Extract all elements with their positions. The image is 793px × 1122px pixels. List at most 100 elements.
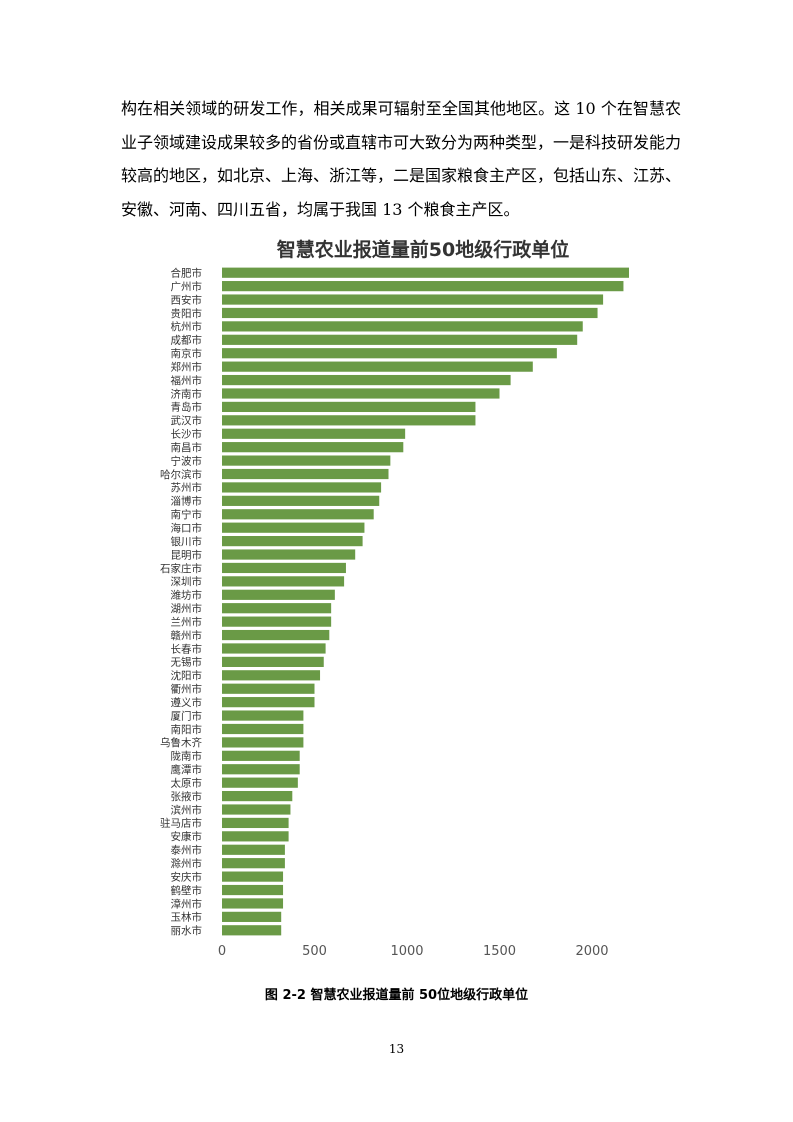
category-label: 苏州市 (171, 481, 203, 494)
bar (222, 656, 324, 667)
bar (222, 723, 304, 735)
bar (222, 442, 404, 453)
category-label: 陇南市 (171, 750, 203, 763)
bar (222, 267, 629, 278)
category-label: 长春市 (171, 642, 203, 655)
paragraph-line: 构在相关领域的研发工作，相关成果可辐射至全国其他地区。这 10 个在智慧农 (121, 99, 681, 118)
category-label: 南阳市 (171, 723, 203, 736)
category-label: 长沙市 (171, 428, 203, 441)
bar (222, 898, 284, 909)
x-tick-label: 500 (302, 944, 327, 958)
category-label: 深圳市 (171, 575, 203, 588)
figure-caption: 图 2-2 智慧农业报道量前 50位地级行政单位 (264, 988, 529, 1003)
paragraph-line: 安徽、河南、四川五省，均属于我国 13 个粮食主产区。 (121, 199, 520, 219)
bar (222, 388, 500, 399)
category-label: 赣州市 (171, 629, 203, 642)
category-label: 南昌市 (171, 441, 203, 454)
bar (222, 576, 345, 587)
category-label: 南宁市 (171, 508, 203, 521)
page-number: 13 (388, 1042, 405, 1056)
x-tick-label: 0 (218, 944, 226, 958)
category-label: 驻马店市 (160, 817, 202, 830)
bar (222, 401, 476, 413)
category-label: 鹤壁市 (171, 884, 203, 897)
category-label: 杭州市 (171, 320, 203, 333)
category-label: 张掖市 (171, 790, 203, 803)
bar (222, 509, 374, 520)
category-label: 海口市 (171, 521, 203, 534)
bar (222, 428, 406, 439)
category-label: 安康市 (171, 830, 203, 843)
bar (222, 629, 330, 641)
bar (222, 374, 511, 386)
x-axis-ticks: 0 500 1000 1500 2000 (218, 944, 609, 958)
category-label: 泰州市 (171, 844, 203, 857)
bar (222, 468, 389, 480)
category-label: 衢州市 (171, 683, 203, 696)
x-tick-label: 1000 (390, 944, 423, 958)
bar (222, 281, 624, 292)
category-label: 玉林市 (171, 911, 203, 924)
category-label: 昆明市 (171, 548, 203, 561)
category-label: 青岛市 (171, 401, 203, 414)
category-label: 哈尔滨市 (160, 468, 202, 481)
bar (222, 616, 332, 627)
category-label: 南京市 (171, 347, 203, 360)
category-label: 成都市 (171, 334, 203, 347)
bar (222, 348, 557, 359)
category-label: 沈阳市 (171, 669, 203, 682)
bar (222, 415, 476, 426)
category-label: 兰州市 (171, 615, 203, 628)
bar (222, 750, 300, 761)
paragraph-line: 业子领域建设成果较多的省份或直辖市可大致分为两种类型，一是科技研发能力 (121, 132, 682, 152)
bar (222, 482, 382, 493)
bar (222, 643, 326, 654)
bar (222, 562, 346, 574)
bar (222, 549, 356, 560)
bar (222, 871, 284, 882)
chart-title: 智慧农业报道量前50地级行政单位 (277, 238, 569, 261)
category-label: 银川市 (171, 535, 203, 548)
category-label: 丽水市 (171, 924, 203, 937)
bar (222, 670, 321, 681)
bar (222, 683, 315, 694)
x-tick-label: 2000 (575, 944, 608, 958)
category-label: 郑州市 (171, 360, 203, 373)
bar (222, 321, 583, 332)
bar (222, 858, 285, 869)
bar (222, 603, 332, 614)
category-label: 乌鲁木齐 (160, 736, 202, 749)
category-label: 滨州市 (171, 803, 203, 816)
bar-chart: 智慧农业报道量前50地级行政单位 合肥市广州市西安市贵阳市杭州市成都市南京市郑州… (160, 238, 629, 958)
category-label: 滁州市 (171, 857, 203, 870)
category-label: 西安市 (171, 293, 203, 306)
category-label: 武汉市 (171, 414, 203, 427)
category-label: 无锡市 (171, 656, 203, 669)
category-label: 广州市 (171, 280, 203, 293)
category-label: 福州市 (171, 374, 203, 387)
category-labels: 合肥市广州市西安市贵阳市杭州市成都市南京市郑州市福州市济南市青岛市武汉市长沙市南… (160, 267, 202, 938)
category-label: 潍坊市 (171, 589, 203, 602)
bar (222, 536, 363, 547)
bar (222, 817, 289, 829)
category-label: 湖州市 (171, 602, 203, 615)
x-tick-label: 1500 (483, 944, 516, 958)
category-label: 宁波市 (171, 454, 203, 467)
bars-group (222, 267, 629, 936)
bar (222, 790, 293, 802)
paragraph-line: 较高的地区，如北京、上海、浙江等，二是国家粮食主产区，包括山东、江苏、 (121, 166, 682, 185)
category-label: 贵阳市 (171, 307, 203, 320)
bar (222, 495, 380, 506)
category-label: 安庆市 (171, 870, 203, 883)
bar (222, 764, 300, 775)
bar (222, 911, 282, 922)
bar (222, 522, 365, 533)
category-label: 合肥市 (171, 267, 203, 280)
category-label: 济南市 (171, 387, 203, 400)
bar (222, 589, 335, 600)
bar (222, 844, 285, 855)
category-label: 鹰潭市 (171, 763, 203, 776)
bar (222, 831, 289, 842)
bar (222, 737, 304, 748)
category-label: 漳州市 (171, 897, 203, 910)
